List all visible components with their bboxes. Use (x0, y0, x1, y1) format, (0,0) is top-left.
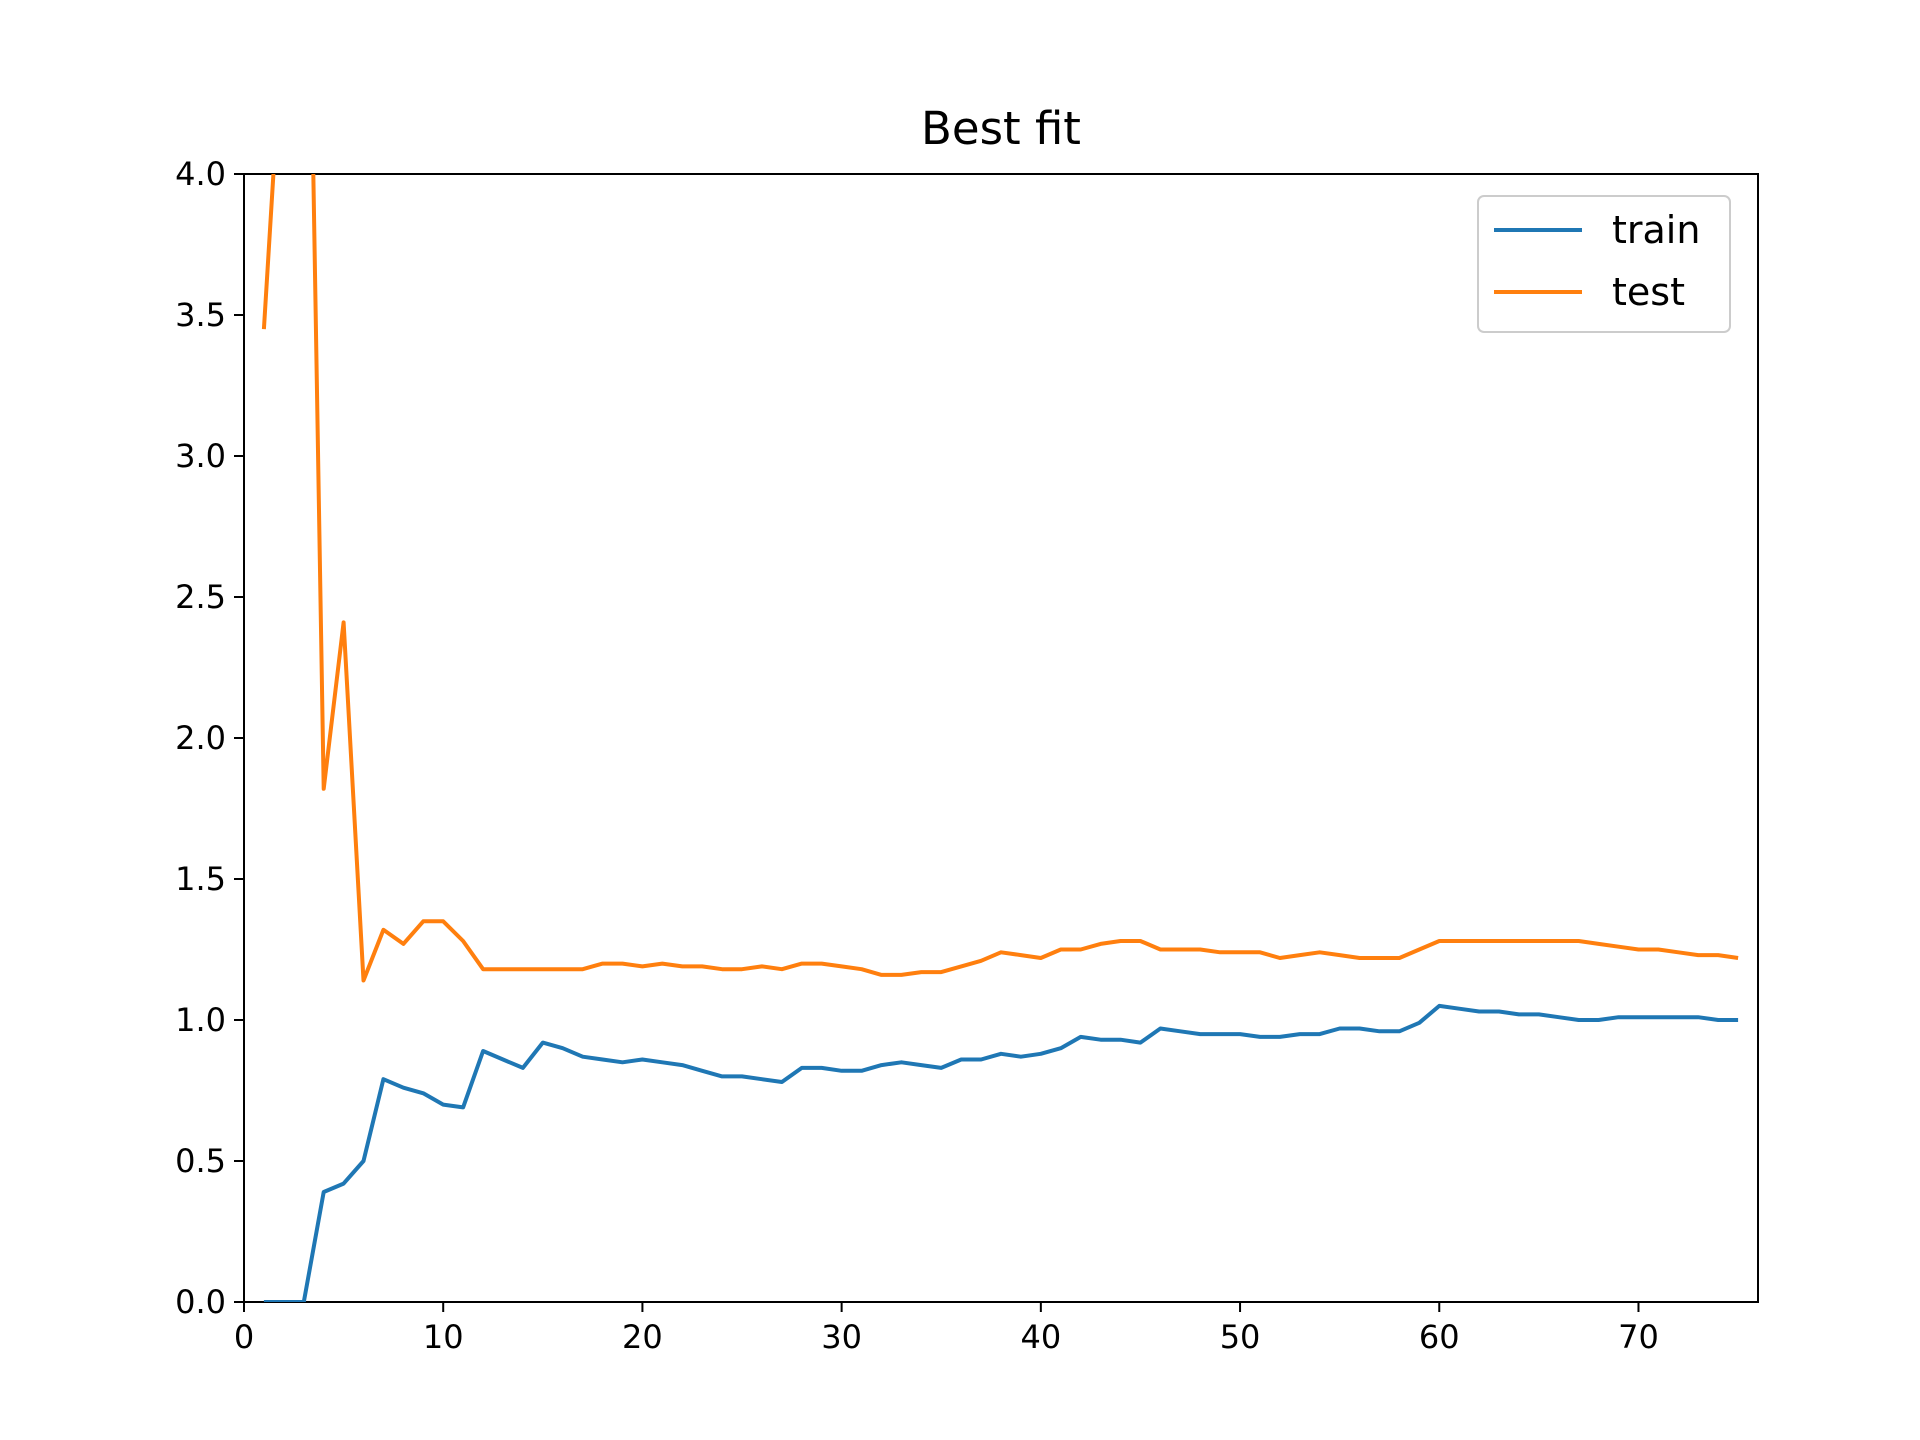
x-tick-label: 50 (1220, 1318, 1261, 1356)
y-tick-label: 3.5 (175, 296, 226, 334)
x-tick-label: 0 (234, 1318, 254, 1356)
series-group (261, 174, 1739, 1302)
y-tick-label: 2.0 (175, 719, 226, 757)
chart-title: Best fit (921, 102, 1081, 155)
series-line-test (261, 174, 1739, 983)
y-tick-label: 1.0 (175, 1001, 226, 1039)
axes: 0 10 20 30 40 50 60 70 0.0 0.5 1.0 1.5 2.0 2.5 3.0 3.5 4… (175, 155, 1759, 1356)
y-tick-label: 0.5 (175, 1142, 226, 1180)
x-tick-label: 40 (1020, 1318, 1061, 1356)
series-line-train (263, 1003, 1739, 1302)
plot-frame (243, 173, 1759, 1303)
x-tick-label: 70 (1618, 1318, 1659, 1356)
y-tick-label: 0.0 (175, 1283, 226, 1321)
legend-label-train: train (1612, 208, 1700, 252)
legend-label-test: test (1612, 270, 1685, 314)
x-tick-label: 20 (622, 1318, 663, 1356)
y-tick-label: 4.0 (175, 155, 226, 193)
y-tick-label: 3.0 (175, 437, 226, 475)
y-tick-label: 2.5 (175, 578, 226, 616)
x-tick-label: 60 (1419, 1318, 1460, 1356)
x-tick-label: 30 (821, 1318, 862, 1356)
legend: train test (1477, 195, 1731, 333)
x-tick-label: 10 (423, 1318, 464, 1356)
y-tick-label: 1.5 (175, 860, 226, 898)
